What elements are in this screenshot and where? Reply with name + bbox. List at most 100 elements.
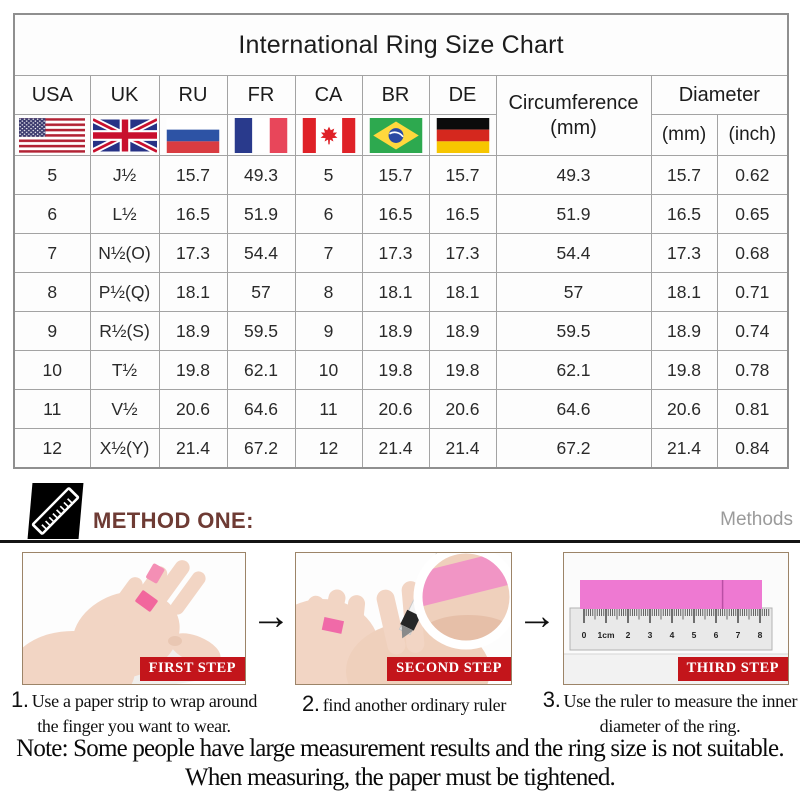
table-cell: 0.84 xyxy=(716,428,789,469)
table-cell: 18.9 xyxy=(158,311,228,351)
size-table-body: 5 J½ 15.7 49.3 5 15.7 15.7 49.3 15.7 0.62 6 L½ 16.5 5… xyxy=(13,155,789,469)
table-cell: N½(O) xyxy=(89,233,160,273)
table-cell: 8 xyxy=(13,272,91,312)
table-cell: 62.1 xyxy=(495,350,652,390)
col-header-fr: FR xyxy=(226,75,296,115)
table-cell: 67.2 xyxy=(495,428,652,469)
step3-caption-line1: Use the ruler to measure the inner xyxy=(563,691,798,711)
table-cell: 6 xyxy=(294,194,363,234)
table-cell: 18.1 xyxy=(428,272,497,312)
table-cell: 11 xyxy=(294,389,363,429)
table-cell: J½ xyxy=(89,155,160,195)
table-cell: 62.1 xyxy=(226,350,296,390)
table-cell: 18.9 xyxy=(361,311,430,351)
table-cell: 6 xyxy=(13,194,91,234)
table-cell: 18.9 xyxy=(428,311,497,351)
step1-badge: FIRST STEP xyxy=(139,657,245,681)
table-cell: 0.81 xyxy=(716,389,789,429)
col-header-circumference: Circumference (mm) xyxy=(495,75,652,156)
step2-number: 2. xyxy=(301,691,320,716)
col-header-de: DE xyxy=(428,75,497,115)
step3-caption: 3. Use the ruler to measure the inner dia… xyxy=(540,686,800,738)
flag-ru-icon xyxy=(158,114,228,156)
step3-caption-line2: diameter of the ring. xyxy=(599,715,741,736)
table-cell: 17.3 xyxy=(158,233,228,273)
table-cell: 12 xyxy=(13,428,91,469)
table-cell: 18.1 xyxy=(158,272,228,312)
col-header-ca: CA xyxy=(294,75,363,115)
flag-de-icon xyxy=(428,114,497,156)
step2-caption-line1: find another ordinary ruler xyxy=(322,695,507,715)
table-cell: 20.6 xyxy=(650,389,718,429)
table-row: 8 P½(Q) 18.1 57 8 18.1 18.1 57 18.1 0.71 xyxy=(13,272,789,312)
table-row: 10 T½ 19.8 62.1 10 19.8 19.8 62.1 19.8 0.78 xyxy=(13,350,789,390)
ruler-icon xyxy=(27,483,84,539)
table-row: 6 L½ 16.5 51.9 6 16.5 16.5 51.9 16.5 0.65 xyxy=(13,194,789,234)
arrow-right-icon: → xyxy=(517,594,557,638)
svg-text:1cm: 1cm xyxy=(597,630,614,640)
table-cell: 0.74 xyxy=(716,311,789,351)
svg-text:6: 6 xyxy=(714,630,719,640)
table-cell: 19.8 xyxy=(361,350,430,390)
table-cell: 64.6 xyxy=(495,389,652,429)
circumference-label: Circumference xyxy=(508,91,639,114)
method-title: METHOD ONE: xyxy=(93,508,254,533)
step2-caption: 2. find another ordinary ruler xyxy=(284,690,524,719)
col-header-diameter: Diameter xyxy=(650,75,789,115)
step1-caption-line2: the finger you want to wear. xyxy=(37,715,231,736)
table-cell: R½(S) xyxy=(89,311,160,351)
section-divider xyxy=(0,540,800,543)
step1-caption-line1: Use a paper strip to wrap around xyxy=(31,691,258,711)
col-header-diameter-inch: (inch) xyxy=(716,114,789,156)
svg-text:5: 5 xyxy=(692,630,697,640)
table-cell: 21.4 xyxy=(650,428,718,469)
svg-text:3: 3 xyxy=(648,630,653,640)
step1-illustration xyxy=(23,553,245,684)
step1-caption: 1. Use a paper strip to wrap around the f… xyxy=(0,686,268,738)
table-cell: 9 xyxy=(294,311,363,351)
table-cell: 19.8 xyxy=(428,350,497,390)
table-cell: 17.3 xyxy=(428,233,497,273)
table-cell: 18.1 xyxy=(361,272,430,312)
table-cell: 51.9 xyxy=(495,194,652,234)
table-cell: 5 xyxy=(13,155,91,195)
table-cell: 18.9 xyxy=(650,311,718,351)
table-cell: 0.78 xyxy=(716,350,789,390)
svg-text:8: 8 xyxy=(758,630,763,640)
step-panel-2: SECOND STEP xyxy=(295,552,512,685)
table-cell: 7 xyxy=(294,233,363,273)
table-cell: 59.5 xyxy=(495,311,652,351)
table-cell: 0.71 xyxy=(716,272,789,312)
table-cell: 5 xyxy=(294,155,363,195)
table-row: 7 N½(O) 17.3 54.4 7 17.3 17.3 54.4 17.3 0.68 xyxy=(13,233,789,273)
chart-title: International Ring Size Chart xyxy=(13,13,789,76)
svg-text:4: 4 xyxy=(670,630,675,640)
table-cell: 59.5 xyxy=(226,311,296,351)
table-cell: 15.7 xyxy=(158,155,228,195)
step3-badge: THIRD STEP xyxy=(677,657,788,681)
table-cell: 9 xyxy=(13,311,91,351)
arrow-right-icon: → xyxy=(251,594,291,638)
method-header: METHOD ONE: Methods xyxy=(0,481,800,540)
table-cell: 0.65 xyxy=(716,194,789,234)
note-line-2: When measuring, the paper must be tighte… xyxy=(185,764,616,792)
step-panel-1: FIRST STEP xyxy=(22,552,246,685)
table-cell: 10 xyxy=(294,350,363,390)
table-row: 12 X½(Y) 21.4 67.2 12 21.4 21.4 67.2 21.4 0.84 xyxy=(13,428,789,469)
col-header-diameter-mm: (mm) xyxy=(650,114,718,156)
ring-size-table: International Ring Size Chart USA UK RU … xyxy=(13,13,790,469)
steps-row: FIRST STEP → xyxy=(0,552,800,685)
note-line-1: Note: Some people have large measurement… xyxy=(16,735,784,762)
table-cell: X½(Y) xyxy=(89,428,160,469)
col-header-ru: RU xyxy=(158,75,228,115)
step1-number: 1. xyxy=(10,687,29,712)
svg-text:2: 2 xyxy=(626,630,631,640)
table-cell: 57 xyxy=(495,272,652,312)
table-cell: 12 xyxy=(294,428,363,469)
table-cell: 16.5 xyxy=(428,194,497,234)
table-cell: 15.7 xyxy=(428,155,497,195)
col-header-br: BR xyxy=(361,75,430,115)
table-cell: 17.3 xyxy=(361,233,430,273)
table-cell: V½ xyxy=(89,389,160,429)
table-cell: T½ xyxy=(89,350,160,390)
